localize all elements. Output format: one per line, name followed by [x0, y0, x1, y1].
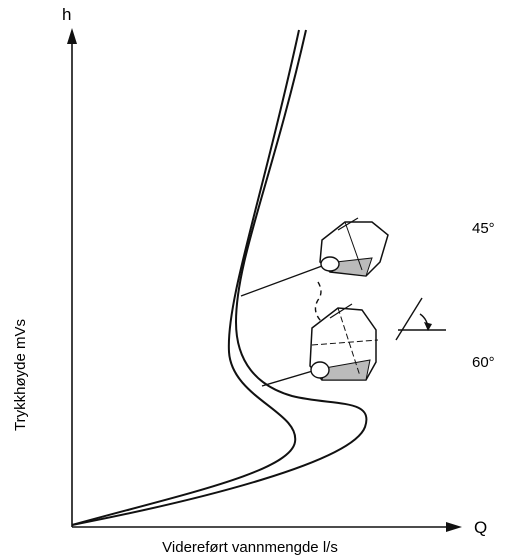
x-arrow — [446, 522, 462, 532]
label-60: 60° — [472, 354, 495, 371]
curve-45 — [72, 30, 299, 525]
y-label: Trykkhøyde mVs — [12, 319, 29, 431]
x-label: Videreført vannmengde l/s — [162, 539, 338, 556]
leader-45 — [241, 266, 322, 296]
y-symbol: h — [62, 5, 71, 24]
leader-60 — [262, 370, 316, 386]
angle-symbol — [396, 298, 446, 340]
machine-45 — [320, 218, 388, 276]
diagram: h Q Trykkhøyde mVs Videreført vannmengde… — [0, 0, 505, 559]
machine-60 — [310, 304, 378, 380]
curve-60 — [72, 30, 366, 525]
x-symbol: Q — [474, 518, 487, 537]
label-45: 45° — [472, 220, 495, 237]
y-arrow — [67, 28, 77, 44]
